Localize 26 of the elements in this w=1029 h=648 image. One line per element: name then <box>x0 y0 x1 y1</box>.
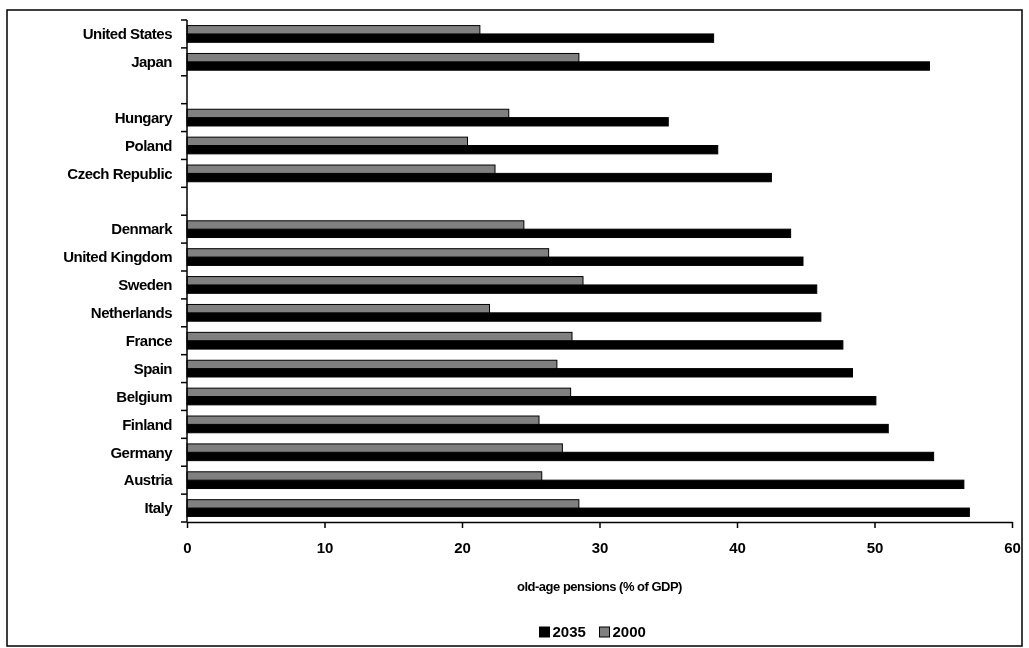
legend-label: 2000 <box>612 623 646 641</box>
y-tick-label: Finland <box>122 415 173 433</box>
legend-label: 2035 <box>552 623 586 641</box>
y-tick-label: Austria <box>123 471 174 489</box>
y-tick-label: Czech Republic <box>67 164 173 182</box>
x-tick-label: 20 <box>454 538 471 556</box>
y-tick-label: Germany <box>110 443 174 461</box>
x-tick-label: 60 <box>1004 538 1021 556</box>
x-tick-label: 30 <box>591 538 609 556</box>
x-tick-label: 10 <box>316 538 334 556</box>
y-tick-label: Japan <box>131 53 173 71</box>
x-tick-label: 0 <box>183 538 192 556</box>
y-tick-label: Belgium <box>116 387 173 405</box>
x-tick-label: 50 <box>866 538 884 556</box>
y-tick-label: Poland <box>124 136 173 154</box>
x-tick-label: 40 <box>729 538 746 556</box>
y-tick-label: Sweden <box>118 276 173 294</box>
y-tick-label: Italy <box>144 499 174 517</box>
y-tick-label: United Kingdom <box>63 248 173 266</box>
y-tick-label: France <box>125 331 173 349</box>
y-tick-label: United States <box>82 25 173 43</box>
x-axis-title: old-age pensions (% of GDP) <box>517 579 683 594</box>
y-tick-label: Hungary <box>114 108 174 126</box>
y-tick-label: Spain <box>133 359 173 377</box>
y-tick-label: Netherlands <box>90 304 173 322</box>
y-tick-label: Denmark <box>111 220 174 238</box>
